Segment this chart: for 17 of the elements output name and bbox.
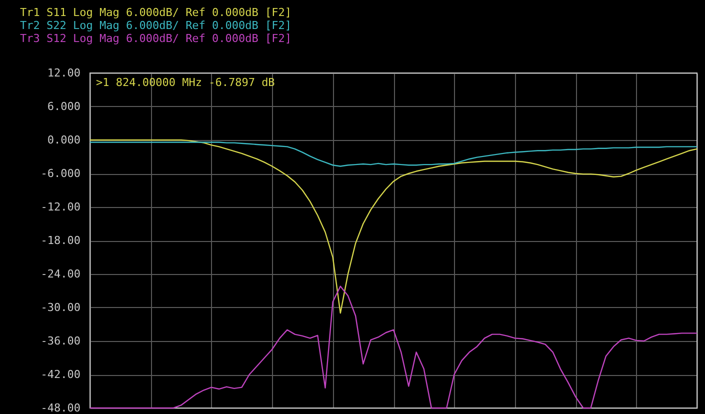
y-tick-label: 0.000 [47, 134, 80, 146]
line-series [89, 142, 698, 167]
y-tick-label: -42.00 [40, 368, 80, 381]
y-tick-label: -18.00 [40, 234, 80, 247]
y-tick-label: -30.00 [40, 301, 80, 314]
y-tick-label: 12.00 [47, 66, 80, 80]
y-tick-label: -24.00 [40, 268, 80, 280]
y-tick-label: -48.00 [40, 402, 80, 414]
text: Tr2 S22 Log Mag 6.000dB/ Ref 0.000dB [F2] [20, 19, 292, 32]
y-tick-label: 6.000 [47, 100, 80, 113]
y-tick-label: -6.000 [40, 167, 80, 180]
annotation: >1 824.00000 MHz -6.7897 dB [96, 76, 276, 89]
text: Tr3 S12 Log Mag 6.000dB/ Ref 0.000dB [F2] [20, 32, 292, 45]
y-tick-label: -12.00 [40, 200, 80, 214]
line-series [89, 139, 698, 314]
text: Tr1 S11 Log Mag 6.000dB/ Ref 0.000dB [F2] [20, 6, 292, 19]
y-tick-label: -36.00 [40, 334, 80, 348]
